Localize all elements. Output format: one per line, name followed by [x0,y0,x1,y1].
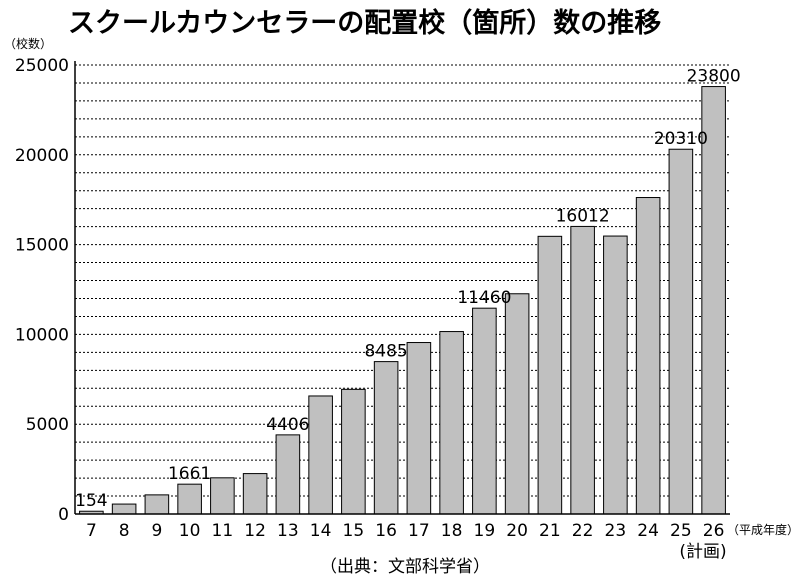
y-tick-labels: 0 5000 10000 15000 20000 25000 [15,56,69,525]
bar [472,307,497,515]
gridlines [75,64,730,497]
x-axis-label: （平成年度） [727,522,799,537]
x-tick-label: 23 [605,521,627,541]
y-tick-label: 25000 [15,56,69,76]
x-tick-label: 12 [244,521,266,541]
bar [144,494,170,515]
x-tick-label: 11 [212,521,234,541]
x-tick-label: 24 [637,521,659,541]
bar [668,148,694,515]
bar [177,483,202,515]
y-tick-label: 15000 [15,236,69,256]
x-tick-label: 14 [310,521,332,541]
bar [603,235,628,515]
data-label: 20310 [654,129,708,149]
data-label: 23800 [687,67,741,87]
bar [210,477,235,515]
data-label: 4406 [266,415,309,435]
x-tick-label: 22 [572,521,594,541]
x-tick-label: 18 [441,521,463,541]
y-tick-label: 5000 [26,415,69,435]
y-tick-label: 20000 [15,146,69,166]
data-label: 1661 [168,464,211,484]
data-label: 11460 [457,288,511,308]
bar [701,86,726,515]
bar [373,361,399,515]
bar [406,342,432,515]
data-label: 8485 [364,342,407,362]
bar [111,503,137,515]
x-tick-label: 16 [375,521,397,541]
data-label: 154 [75,491,107,511]
data-labels: 154 1661 4406 8485 11460 16012 20310 23800 [75,67,741,512]
x-tick-label: 21 [539,521,561,541]
x-tick-label: 10 [179,521,201,541]
bar [504,293,530,515]
bars [79,86,726,515]
y-tick-label: 10000 [15,325,69,345]
x-tick-label: 15 [343,521,365,541]
y-axis-label: （校数） [4,36,52,51]
bar [308,395,333,515]
bar [635,197,661,515]
x-tick-label: 20 [506,521,528,541]
x-tick-label: 7 [86,521,97,541]
bar [341,388,366,515]
bar [242,473,268,515]
x-tick-labels: 7 8 9 10 11 12 13 14 15 16 17 18 19 20 21 22 23 24 25 26 [86,521,724,541]
chart-title: スクールカウンセラーの配置校（箇所）数の推移 [68,7,661,39]
bar [570,225,595,515]
x-tick-label: 13 [277,521,299,541]
x-tick-label: 8 [119,521,130,541]
plan-annotation: (計画) [679,542,726,562]
x-tick-label: 19 [474,521,496,541]
x-tick-label: 25 [670,521,692,541]
bar [537,235,563,515]
x-tick-label: 9 [151,521,162,541]
bar [275,434,301,515]
source-note: （出典：文部科学省） [320,557,490,577]
x-tick-label: 17 [408,521,430,541]
x-tick-label: 26 [703,521,725,541]
data-label: 16012 [556,206,610,226]
y-tick-label: 0 [58,505,69,525]
bar [439,331,464,515]
